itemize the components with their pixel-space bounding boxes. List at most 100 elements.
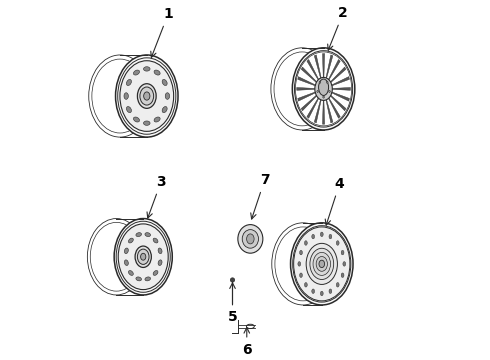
- Polygon shape: [314, 99, 321, 123]
- Ellipse shape: [116, 55, 178, 137]
- Polygon shape: [322, 54, 325, 78]
- Polygon shape: [297, 87, 316, 90]
- Ellipse shape: [230, 278, 235, 282]
- Ellipse shape: [312, 289, 315, 293]
- Ellipse shape: [310, 248, 334, 279]
- Ellipse shape: [133, 117, 140, 122]
- Polygon shape: [307, 59, 319, 81]
- Ellipse shape: [299, 273, 302, 278]
- Ellipse shape: [319, 260, 324, 267]
- Ellipse shape: [136, 233, 142, 237]
- Ellipse shape: [336, 283, 339, 287]
- Ellipse shape: [154, 70, 160, 75]
- Ellipse shape: [312, 234, 315, 239]
- Ellipse shape: [298, 262, 301, 266]
- Ellipse shape: [158, 260, 162, 265]
- Polygon shape: [332, 87, 350, 90]
- Ellipse shape: [293, 48, 355, 130]
- Ellipse shape: [329, 234, 332, 239]
- Ellipse shape: [158, 248, 162, 254]
- Polygon shape: [331, 77, 349, 86]
- Polygon shape: [322, 100, 325, 124]
- Ellipse shape: [133, 70, 140, 75]
- Polygon shape: [301, 95, 317, 111]
- Polygon shape: [301, 67, 317, 83]
- Ellipse shape: [238, 225, 263, 253]
- Polygon shape: [331, 92, 349, 101]
- Text: 1: 1: [151, 7, 173, 57]
- Ellipse shape: [128, 270, 133, 275]
- Ellipse shape: [116, 221, 170, 292]
- Ellipse shape: [313, 252, 331, 275]
- Text: 7: 7: [251, 173, 270, 219]
- Text: 6: 6: [242, 328, 251, 357]
- Ellipse shape: [329, 289, 332, 293]
- Ellipse shape: [144, 67, 150, 71]
- Ellipse shape: [145, 277, 150, 281]
- Polygon shape: [314, 55, 321, 79]
- Ellipse shape: [343, 262, 345, 266]
- Polygon shape: [326, 99, 333, 123]
- Ellipse shape: [153, 270, 158, 275]
- Ellipse shape: [165, 93, 170, 99]
- Polygon shape: [298, 92, 316, 101]
- Ellipse shape: [341, 250, 344, 255]
- Ellipse shape: [124, 93, 128, 99]
- Ellipse shape: [141, 253, 146, 260]
- Ellipse shape: [162, 107, 167, 113]
- Ellipse shape: [114, 219, 172, 295]
- Ellipse shape: [118, 58, 176, 134]
- Ellipse shape: [145, 233, 150, 237]
- Ellipse shape: [137, 84, 156, 108]
- Ellipse shape: [137, 249, 149, 264]
- Ellipse shape: [144, 121, 150, 125]
- Ellipse shape: [136, 277, 142, 281]
- Ellipse shape: [294, 227, 350, 301]
- Ellipse shape: [329, 90, 330, 93]
- Ellipse shape: [295, 52, 352, 126]
- Ellipse shape: [126, 107, 131, 113]
- Ellipse shape: [320, 291, 323, 296]
- Ellipse shape: [323, 96, 324, 98]
- Ellipse shape: [341, 273, 344, 278]
- Polygon shape: [298, 77, 316, 86]
- Polygon shape: [307, 97, 319, 118]
- Ellipse shape: [304, 241, 307, 245]
- Text: 3: 3: [147, 175, 166, 218]
- Ellipse shape: [126, 80, 131, 86]
- Ellipse shape: [153, 238, 158, 243]
- Ellipse shape: [154, 117, 160, 122]
- Ellipse shape: [306, 243, 338, 284]
- Ellipse shape: [118, 224, 168, 289]
- Ellipse shape: [320, 232, 323, 237]
- Polygon shape: [328, 59, 340, 81]
- Ellipse shape: [317, 90, 319, 93]
- Polygon shape: [330, 95, 346, 111]
- Polygon shape: [330, 67, 346, 83]
- Ellipse shape: [120, 61, 173, 131]
- Ellipse shape: [246, 234, 254, 244]
- Ellipse shape: [299, 250, 302, 255]
- Ellipse shape: [336, 241, 339, 245]
- Ellipse shape: [318, 79, 329, 95]
- Ellipse shape: [304, 283, 307, 287]
- Ellipse shape: [128, 238, 133, 243]
- Polygon shape: [326, 55, 333, 79]
- Ellipse shape: [162, 80, 167, 86]
- Ellipse shape: [315, 77, 332, 100]
- Ellipse shape: [294, 51, 353, 127]
- Ellipse shape: [291, 223, 353, 305]
- Text: 4: 4: [325, 176, 344, 225]
- Ellipse shape: [319, 81, 320, 83]
- Ellipse shape: [326, 81, 328, 83]
- Ellipse shape: [144, 92, 150, 100]
- Ellipse shape: [316, 257, 327, 271]
- Ellipse shape: [135, 246, 151, 267]
- Ellipse shape: [242, 230, 259, 248]
- Text: 5: 5: [228, 283, 237, 324]
- Ellipse shape: [124, 260, 128, 265]
- Polygon shape: [328, 97, 340, 118]
- Text: 2: 2: [328, 6, 348, 50]
- Ellipse shape: [293, 226, 351, 302]
- Ellipse shape: [140, 87, 154, 105]
